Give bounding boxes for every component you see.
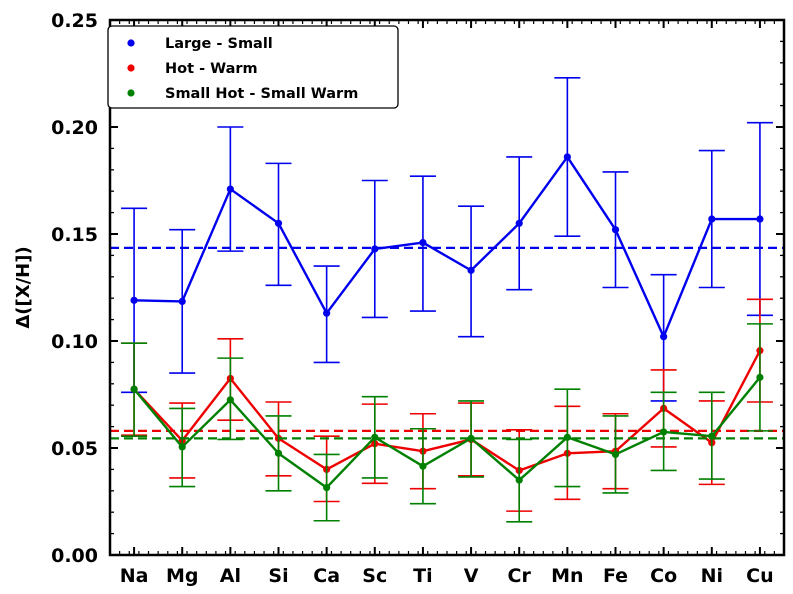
x-tick-label: Mg	[166, 565, 199, 587]
x-tick-label: Ca	[313, 565, 340, 587]
x-tick-label: Co	[650, 565, 677, 587]
data-point	[274, 219, 283, 227]
legend-label-series-1: Large - Small	[165, 36, 273, 52]
data-point	[708, 215, 716, 223]
series-layer	[110, 76, 784, 523]
data-point	[226, 185, 234, 193]
legend-marker-series-1	[127, 39, 135, 47]
series-line	[134, 155, 760, 338]
x-tick-label: Na	[120, 565, 149, 587]
series-line	[133, 376, 761, 489]
data-point	[323, 483, 331, 492]
data-point	[130, 296, 138, 304]
x-tick-label: Si	[268, 565, 288, 587]
series-2	[110, 298, 784, 512]
data-point	[515, 476, 523, 484]
data-point	[563, 153, 571, 161]
data-point	[611, 450, 620, 459]
legend-box	[107, 25, 399, 109]
series-line	[133, 350, 761, 472]
x-tick-label: Ni	[701, 565, 723, 587]
y-tick-label: 0.05	[51, 438, 98, 460]
x-tick-label: Cu	[746, 565, 773, 587]
data-point	[178, 297, 186, 306]
legend-label-series-2: Hot - Warm	[165, 61, 258, 77]
legend-marker-series-2	[127, 64, 135, 72]
x-tick-label: Al	[220, 565, 241, 587]
x-tick-label: Cr	[508, 565, 532, 587]
data-point	[563, 433, 571, 441]
y-tick-label: 0.25	[51, 10, 98, 32]
data-point	[226, 396, 234, 404]
data-point	[274, 449, 283, 457]
legend-marker-series-3	[127, 89, 135, 97]
x-tick-label: Mn	[551, 565, 583, 587]
data-point	[611, 226, 620, 234]
x-tick-label: V	[464, 565, 479, 587]
data-point	[467, 266, 475, 274]
data-point	[371, 433, 379, 441]
legend: Large - Small Hot - Warm Small Hot - Small…	[107, 25, 399, 109]
data-point	[756, 373, 764, 381]
data-point	[660, 333, 668, 341]
y-tick-label: 0.20	[51, 117, 98, 139]
data-point	[660, 428, 668, 436]
y-axis-label: Δ([X/H])	[13, 246, 34, 328]
y-tick-label: 0.15	[51, 224, 98, 246]
series-1	[110, 76, 784, 402]
data-point	[178, 443, 186, 451]
data-point	[756, 215, 764, 223]
x-tick-label: Sc	[362, 565, 387, 587]
series-3	[110, 323, 784, 523]
data-point	[708, 432, 716, 440]
legend-label-series-3: Small Hot - Small Warm	[165, 86, 358, 102]
data-point	[371, 245, 379, 253]
data-point	[467, 434, 475, 442]
x-tick-label: Ti	[413, 565, 432, 587]
data-point	[323, 309, 331, 317]
y-tick-label: 0.10	[51, 331, 98, 353]
data-point	[419, 238, 427, 247]
axes-layer: 0.00 0.05 0.10 0.15 0.20 0.25 Na Mg Al Si Ca Sc Ti V C…	[13, 10, 786, 587]
data-point	[130, 385, 138, 393]
x-tick-label: Fe	[603, 565, 628, 587]
y-tick-label: 0.00	[51, 545, 98, 567]
data-point	[515, 219, 523, 227]
data-point	[419, 462, 427, 470]
